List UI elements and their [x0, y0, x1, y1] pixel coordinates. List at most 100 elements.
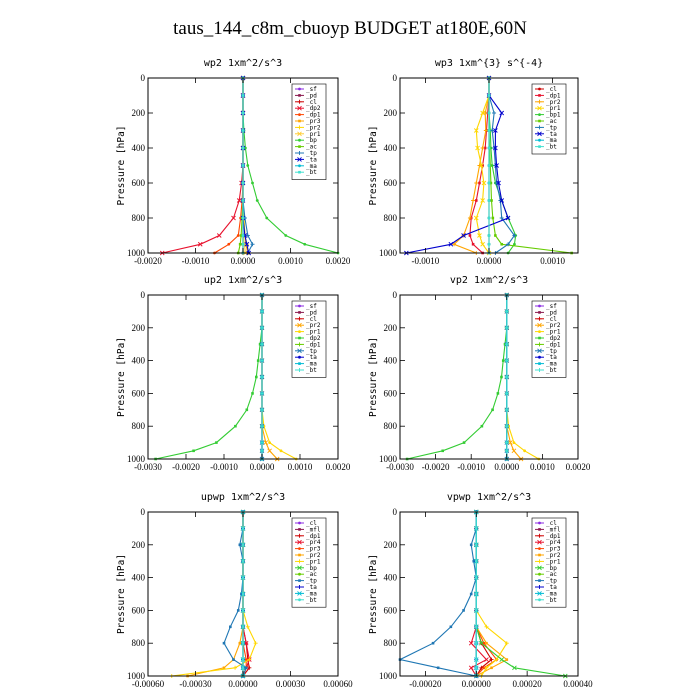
series-marker	[483, 111, 488, 115]
legend-box	[531, 517, 567, 608]
legend-marker	[297, 533, 302, 538]
series-marker	[487, 146, 491, 150]
legend-entry: _ac	[306, 144, 317, 151]
x-tick-label: -0.0010	[412, 256, 440, 266]
y-tick-label: 0	[141, 73, 146, 83]
series-marker	[474, 592, 478, 596]
series-marker	[244, 666, 248, 670]
legend-entry: _cl	[306, 316, 317, 323]
series-marker	[472, 559, 476, 563]
legend-entry: _pr1	[306, 558, 321, 565]
chart-panel-2: wp3 1xm^{3} s^{-4} Pressure [hPa] -0.0010 0…	[368, 58, 579, 266]
series-marker	[449, 625, 453, 629]
series-marker	[245, 408, 249, 412]
legend-entry: _sf	[546, 303, 557, 310]
legend-entry: _sf	[306, 303, 317, 310]
legend-marker	[538, 528, 541, 531]
series-marker	[504, 325, 509, 330]
series-marker	[481, 180, 487, 186]
series-marker	[504, 391, 509, 396]
x-tick-label: 0.0010	[278, 256, 303, 266]
series-marker	[234, 424, 237, 428]
legend-entry: _pr2	[546, 99, 561, 106]
series-marker	[260, 391, 264, 396]
legend-entry: _pr1	[306, 329, 321, 336]
series-line-dp1	[214, 78, 244, 254]
legend-entry: _mfl	[546, 526, 561, 533]
series-marker	[512, 233, 517, 238]
series-line-pr2	[187, 512, 244, 677]
legend-marker	[297, 559, 302, 564]
series-marker	[479, 163, 484, 168]
legend-marker	[298, 138, 301, 142]
series-marker	[452, 242, 457, 247]
series-marker	[480, 424, 484, 428]
legend-marker	[297, 316, 302, 321]
panel-title: wp2 1xm^2/s^3	[204, 58, 282, 69]
legend-box	[291, 517, 327, 608]
panel-title: upwp 1xm^2/s^3	[201, 492, 285, 503]
series-marker	[216, 233, 222, 238]
series-marker	[474, 666, 478, 670]
legend-entry: _pr2	[306, 552, 321, 559]
x-tick-label: 0.0010	[288, 462, 313, 472]
series-marker	[260, 325, 264, 330]
series-marker	[480, 241, 485, 247]
legend-entry: _bt	[546, 367, 557, 374]
y-tick-label: 0	[141, 507, 146, 517]
series-marker	[482, 641, 486, 645]
y-tick-label: 1000	[379, 671, 398, 681]
x-tick-label: 0.0000	[231, 256, 256, 266]
series-marker	[493, 145, 498, 151]
series-marker	[469, 592, 473, 596]
series-marker	[489, 181, 493, 185]
series-marker	[250, 242, 255, 247]
legend-marker	[297, 368, 302, 372]
series-marker	[494, 163, 499, 168]
legend-entry: _ma	[546, 361, 557, 368]
series-marker	[192, 449, 195, 453]
series-marker	[260, 375, 264, 379]
legend-marker	[537, 342, 542, 347]
x-tick-label: 0.00040	[563, 679, 593, 689]
x-tick-label: -0.0020	[172, 462, 200, 472]
series-marker	[267, 448, 272, 454]
series-marker	[468, 665, 474, 671]
legend-entry: _cl	[546, 316, 557, 323]
legend-entry: _ta	[546, 131, 557, 138]
series-marker	[467, 216, 472, 220]
page-title: taus_144_c8m_cbuoyp BUDGET at180E,60N	[173, 18, 527, 39]
y-tick-label: 800	[384, 638, 398, 648]
legend-marker	[298, 330, 301, 333]
y-axis-label: Pressure [hPa]	[368, 125, 379, 205]
series-marker	[233, 665, 238, 670]
legend-marker	[297, 125, 302, 130]
plot-area	[169, 509, 258, 679]
y-tick-label: 200	[384, 108, 398, 118]
series-marker	[245, 233, 250, 238]
legend-marker	[297, 565, 302, 571]
legend: _sf_pd_cl_pr2_pr1_dp2_dp1_tp_ta_ma_bt	[291, 300, 327, 378]
panel-title: vp2 1xm^2/s^3	[450, 275, 528, 286]
series-marker	[484, 665, 489, 670]
series-marker	[490, 128, 495, 133]
series-marker	[222, 641, 226, 645]
series-marker	[484, 657, 489, 662]
series-marker	[474, 625, 478, 629]
series-marker	[241, 234, 245, 237]
legend-entry: _ma	[546, 137, 557, 144]
x-tick-label: 0.0000	[250, 462, 275, 472]
series-marker	[241, 666, 245, 670]
series-marker	[260, 358, 264, 363]
series-marker	[244, 658, 248, 661]
legend-entry: _pr2	[306, 322, 321, 329]
series-marker	[245, 624, 250, 629]
legend-entry: _pr3	[306, 118, 321, 125]
legend-entry: _bp	[306, 565, 317, 572]
series-marker	[474, 559, 478, 563]
series-marker	[232, 658, 235, 661]
legend: _cl_mfl_dp1_pr4_pr3_pr2_pr1_bp_ac_tp_ta_…	[291, 517, 327, 608]
x-tick-label: -0.0010	[210, 462, 238, 472]
series-marker	[487, 199, 491, 202]
legend-entry: _pr4	[306, 539, 321, 546]
